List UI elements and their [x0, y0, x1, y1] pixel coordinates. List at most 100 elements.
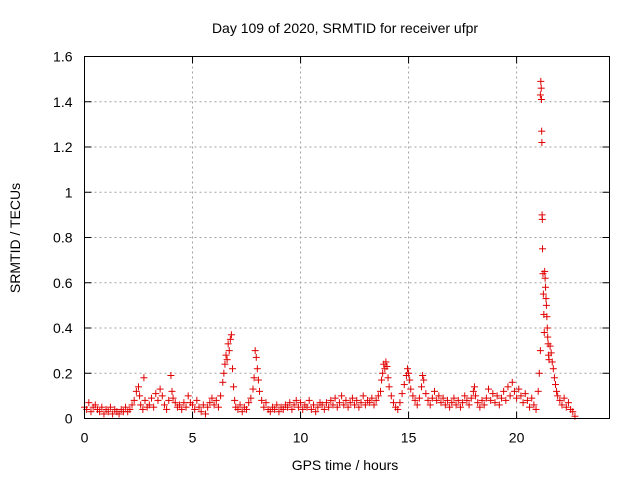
data-point — [526, 403, 534, 411]
data-point — [366, 399, 374, 407]
chart-title: Day 109 of 2020, SRMTID for receiver ufp… — [212, 20, 478, 36]
data-point — [158, 392, 166, 400]
data-point — [562, 403, 570, 411]
data-point — [480, 401, 488, 409]
data-point — [171, 399, 179, 407]
y-tick-label: 1.4 — [53, 94, 73, 110]
data-point — [168, 387, 176, 395]
data-point — [140, 374, 148, 382]
data-point — [461, 392, 469, 400]
data-point — [413, 401, 421, 409]
data-point — [493, 392, 501, 400]
data-point — [115, 410, 123, 418]
data-point — [189, 401, 197, 409]
data-point — [439, 394, 447, 402]
data-point — [536, 347, 544, 355]
data-point — [271, 405, 279, 413]
data-point — [128, 401, 136, 409]
grid-lines — [84, 56, 610, 419]
data-point — [510, 387, 518, 395]
data-point — [554, 392, 562, 400]
data-point — [176, 401, 184, 409]
data-point — [210, 401, 218, 409]
data-point — [382, 358, 390, 366]
data-point — [411, 396, 419, 404]
data-point — [535, 369, 543, 377]
data-point — [139, 405, 147, 413]
data-point — [191, 405, 199, 413]
data-point — [528, 394, 536, 402]
data-point — [305, 396, 313, 404]
data-point — [252, 353, 260, 361]
data-point — [178, 405, 186, 413]
data-point — [546, 342, 554, 350]
data-point — [378, 376, 386, 384]
data-point — [456, 403, 464, 411]
data-point — [504, 383, 512, 391]
data-point — [357, 399, 365, 407]
data-point — [547, 349, 555, 357]
data-point — [85, 399, 93, 407]
data-point — [226, 335, 234, 343]
data-point — [521, 390, 529, 398]
data-point — [288, 405, 296, 413]
data-point — [437, 399, 445, 407]
data-point — [273, 401, 281, 409]
data-point — [262, 399, 270, 407]
data-point — [310, 401, 318, 409]
data-point — [290, 401, 298, 409]
data-point — [542, 295, 550, 303]
data-point — [141, 396, 149, 404]
data-point — [254, 376, 262, 384]
data-point — [489, 390, 497, 398]
data-point — [508, 378, 516, 386]
data-point — [279, 405, 287, 413]
x-tick-label: 5 — [189, 430, 197, 446]
data-point — [409, 392, 417, 400]
data-point — [394, 405, 402, 413]
data-point — [260, 403, 268, 411]
data-point — [220, 369, 228, 377]
data-point — [424, 396, 432, 404]
data-point — [384, 374, 392, 382]
data-point — [104, 408, 112, 416]
data-point — [132, 387, 140, 395]
data-point — [495, 401, 503, 409]
data-point — [537, 95, 545, 103]
data-point — [517, 392, 525, 400]
data-point — [359, 392, 367, 400]
data-point — [227, 331, 235, 339]
data-point — [250, 374, 258, 382]
data-point — [532, 405, 540, 413]
data-point — [564, 399, 572, 407]
data-point — [543, 313, 551, 321]
data-point — [537, 77, 545, 85]
data-point — [403, 365, 411, 373]
data-point — [163, 405, 171, 413]
data-point — [450, 394, 458, 402]
data-point — [136, 392, 144, 400]
data-point — [284, 403, 292, 411]
data-point — [538, 127, 546, 135]
data-point — [448, 399, 456, 407]
data-point — [106, 403, 114, 411]
data-point — [338, 392, 346, 400]
data-point — [400, 381, 408, 389]
data-point — [426, 401, 434, 409]
data-point — [156, 385, 164, 393]
data-point — [398, 390, 406, 398]
data-point — [506, 392, 514, 400]
data-point — [491, 399, 499, 407]
data-point — [199, 401, 207, 409]
data-point — [201, 410, 209, 418]
data-point — [537, 84, 545, 92]
data-point — [372, 396, 380, 404]
data-point — [379, 369, 387, 377]
y-tick-label: 0 — [65, 411, 73, 427]
data-point — [396, 399, 404, 407]
data-point — [234, 405, 242, 413]
data-point — [147, 394, 155, 402]
x-tick-label: 15 — [401, 430, 417, 446]
data-point — [247, 394, 255, 402]
data-point — [152, 390, 160, 398]
